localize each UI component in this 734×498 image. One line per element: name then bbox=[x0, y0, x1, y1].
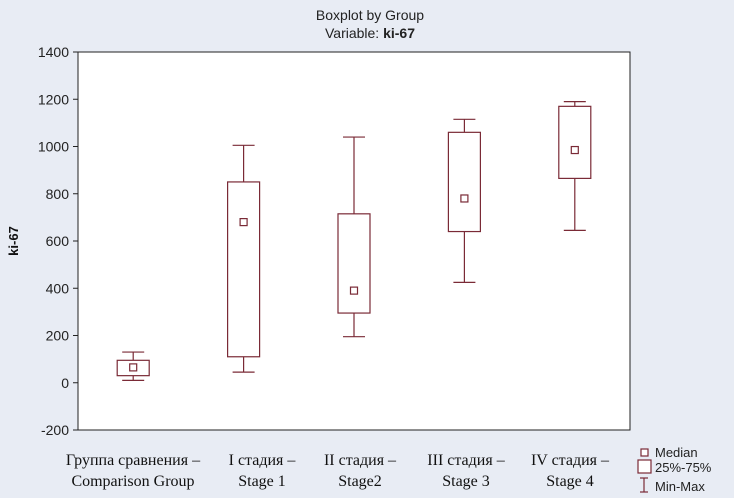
y-tick-label: 600 bbox=[46, 233, 70, 249]
y-tick-label: 0 bbox=[61, 375, 69, 391]
y-axis: -200 0 200 400 600 800 1000 1200 1400 bbox=[38, 44, 78, 438]
category-label-line1: Группа сравнения – bbox=[66, 452, 201, 469]
category-label-line1: II стадия – bbox=[324, 452, 397, 469]
y-tick-label: 1000 bbox=[38, 139, 69, 155]
category-label-line1: IV стадия – bbox=[531, 452, 610, 469]
category-label-line2: Stage 3 bbox=[442, 473, 490, 490]
legend-median-marker bbox=[640, 448, 649, 457]
legend-median-label: Median bbox=[655, 445, 698, 460]
y-tick-label: 400 bbox=[46, 280, 70, 296]
legend-box-marker bbox=[637, 459, 652, 474]
legend: Median 25%-75% Min-Max bbox=[637, 445, 712, 494]
y-tick-label: -200 bbox=[41, 422, 69, 438]
boxes-group bbox=[116, 101, 592, 381]
box-5 bbox=[558, 101, 592, 231]
y-tick-label: 1200 bbox=[38, 91, 69, 107]
x-axis: Группа сравнения – Comparison Group I стад… bbox=[66, 452, 610, 490]
box-iqr bbox=[227, 181, 261, 358]
y-tick-label: 200 bbox=[46, 328, 70, 344]
chart-subtitle: Variable: ki-67 bbox=[325, 25, 415, 41]
legend-whisker-marker bbox=[640, 477, 648, 493]
chart-subtitle-prefix: Variable: bbox=[325, 25, 383, 41]
category-label-line2: Stage 1 bbox=[238, 473, 286, 490]
median-marker bbox=[349, 286, 359, 295]
box-iqr bbox=[337, 213, 371, 314]
box-2 bbox=[227, 144, 261, 373]
category-label-line1: III стадия – bbox=[427, 452, 505, 469]
box-1 bbox=[116, 351, 150, 381]
legend-box-label: 25%-75% bbox=[655, 460, 712, 475]
category-label-line2: Comparison Group bbox=[71, 473, 194, 490]
box-iqr bbox=[558, 105, 592, 179]
median-marker bbox=[570, 145, 579, 155]
y-axis-label: ki-67 bbox=[6, 226, 21, 256]
median-marker bbox=[239, 218, 248, 227]
chart-subtitle-variable: ki-67 bbox=[383, 25, 415, 41]
box-4 bbox=[447, 118, 481, 283]
category-label-line1: I стадия – bbox=[229, 452, 297, 469]
median-marker bbox=[460, 194, 469, 203]
legend-minmax-label: Min-Max bbox=[655, 479, 705, 494]
chart-title: Boxplot by Group bbox=[316, 7, 424, 23]
y-tick-label: 800 bbox=[46, 186, 70, 202]
median-marker bbox=[129, 363, 138, 372]
category-label-line2: Stage 4 bbox=[546, 473, 594, 490]
y-tick-label: 1400 bbox=[38, 44, 69, 60]
category-label-line2: Stage2 bbox=[338, 473, 382, 490]
box-iqr bbox=[447, 131, 481, 233]
box-3 bbox=[337, 136, 371, 338]
